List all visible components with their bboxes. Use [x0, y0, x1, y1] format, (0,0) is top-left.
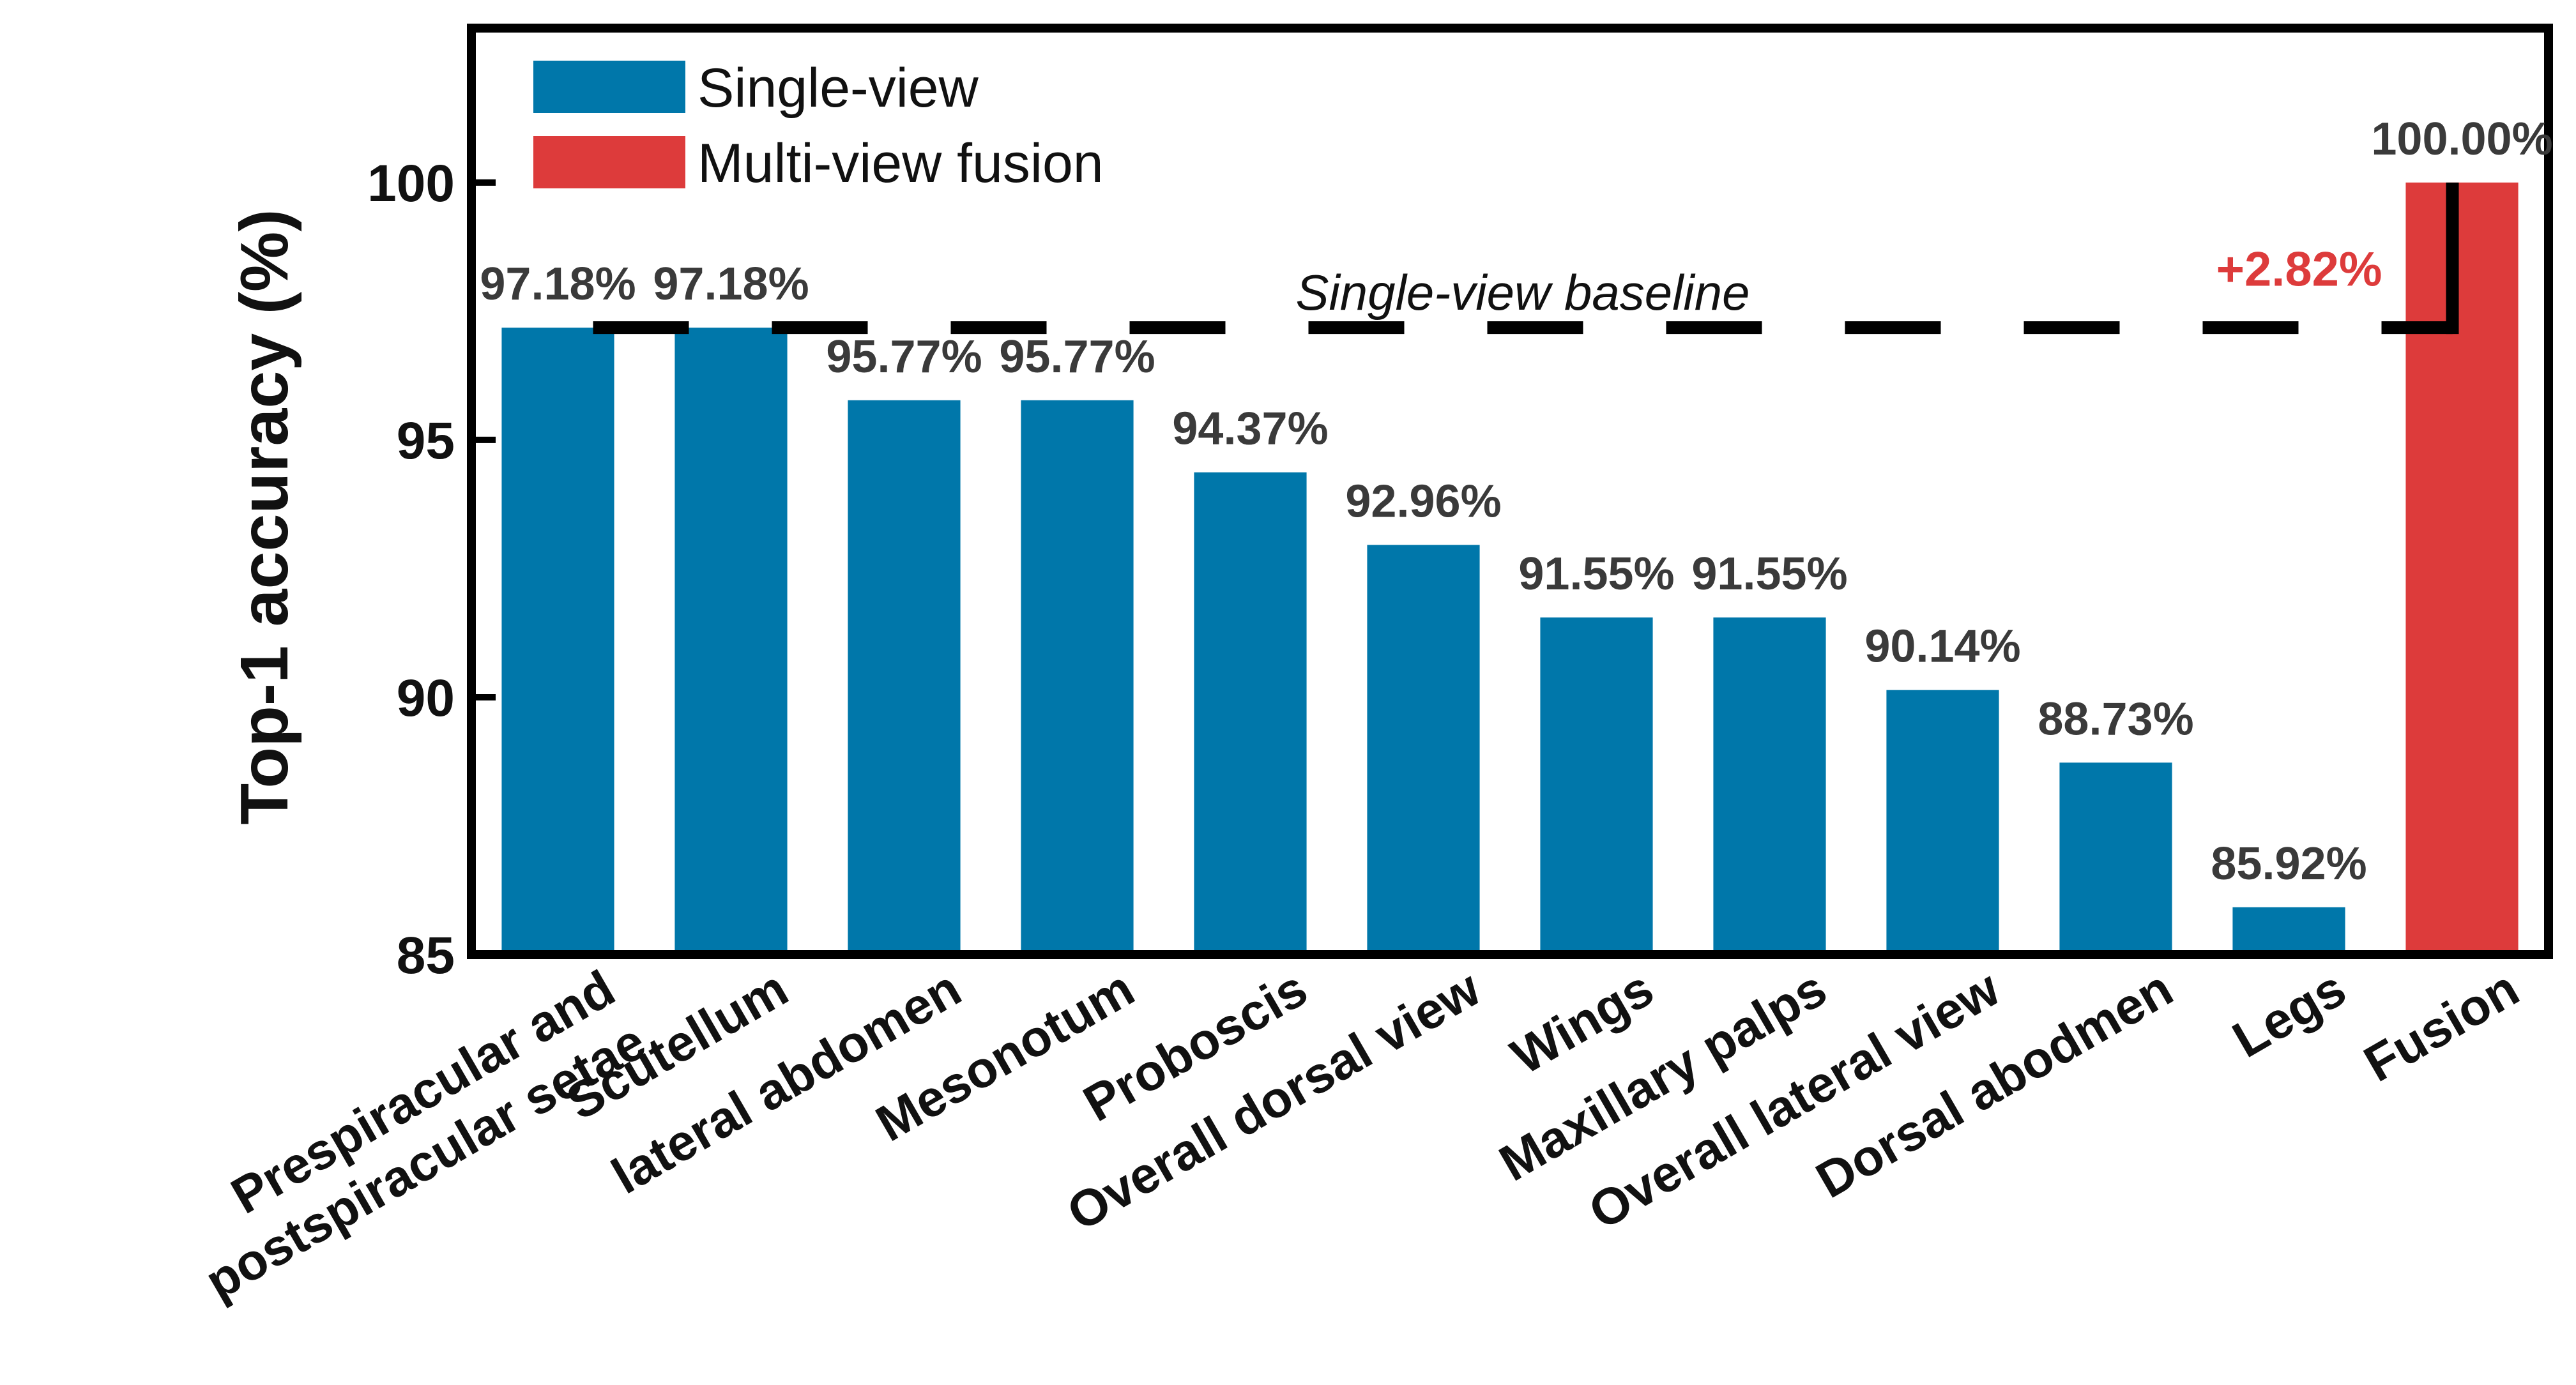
bar-9: [2059, 762, 2172, 955]
labels-layer: 97.18% 97.18% 95.77% 95.77% 94.37% 92.96% 91.5…: [480, 114, 2552, 889]
bar-2: [848, 400, 961, 955]
bar-7: [1713, 617, 1826, 955]
data-label-5: 92.96%: [1345, 476, 1501, 527]
data-label-10: 85.92%: [2211, 838, 2366, 889]
data-label-9: 88.73%: [2038, 693, 2193, 745]
data-label-0: 97.18%: [480, 259, 636, 310]
data-label-4: 94.37%: [1172, 404, 1328, 455]
bar-11: [2405, 182, 2519, 955]
plot-frame: [467, 24, 2553, 959]
legend-layer: Single-view Multi-view fusion: [533, 57, 1104, 194]
baseline-label: Single-view baseline: [1295, 264, 1749, 321]
data-label-6: 91.55%: [1518, 549, 1674, 600]
data-label-8: 90.14%: [1864, 621, 2020, 672]
bar-5: [1367, 545, 1480, 955]
category-label-10: Legs: [2223, 960, 2355, 1068]
y-tick-label-0: 85: [397, 927, 455, 985]
bars-layer: [501, 182, 2519, 955]
baseline-layer: [593, 182, 2459, 335]
bar-10: [2232, 907, 2345, 955]
category-label-0: Prespiracular andpostspiracular setae: [165, 960, 655, 1310]
category-label-11: Fusion: [2354, 960, 2528, 1093]
bar-8: [1886, 690, 1999, 955]
y-axis-label: Top-1 accuracy (%): [227, 209, 302, 824]
improvement-label: +2.82%: [2216, 242, 2382, 296]
data-label-11: 100.00%: [2371, 114, 2552, 165]
bar-4: [1194, 472, 1307, 955]
data-label-1: 97.18%: [653, 259, 809, 310]
y-tick-label-2: 95: [397, 412, 455, 470]
bar-0: [501, 328, 614, 955]
data-label-7: 91.55%: [1691, 549, 1847, 600]
category-label-10-line-0: Legs: [2223, 960, 2355, 1068]
bar-1: [674, 328, 788, 955]
y-tick-label-3: 100: [367, 155, 455, 213]
bar-6: [1540, 617, 1653, 955]
category-label-11-line-0: Fusion: [2354, 960, 2528, 1093]
legend-label-single: Single-view: [697, 57, 979, 119]
legend-swatch-single: [533, 61, 685, 113]
frame-layer: [467, 24, 2553, 959]
data-label-2: 95.77%: [826, 331, 982, 382]
legend-swatch-fusion: [533, 136, 685, 188]
legend-label-fusion: Multi-view fusion: [697, 133, 1104, 194]
data-label-3: 95.77%: [999, 331, 1155, 382]
y-tick-label-1: 90: [397, 669, 455, 727]
bar-3: [1021, 400, 1134, 955]
